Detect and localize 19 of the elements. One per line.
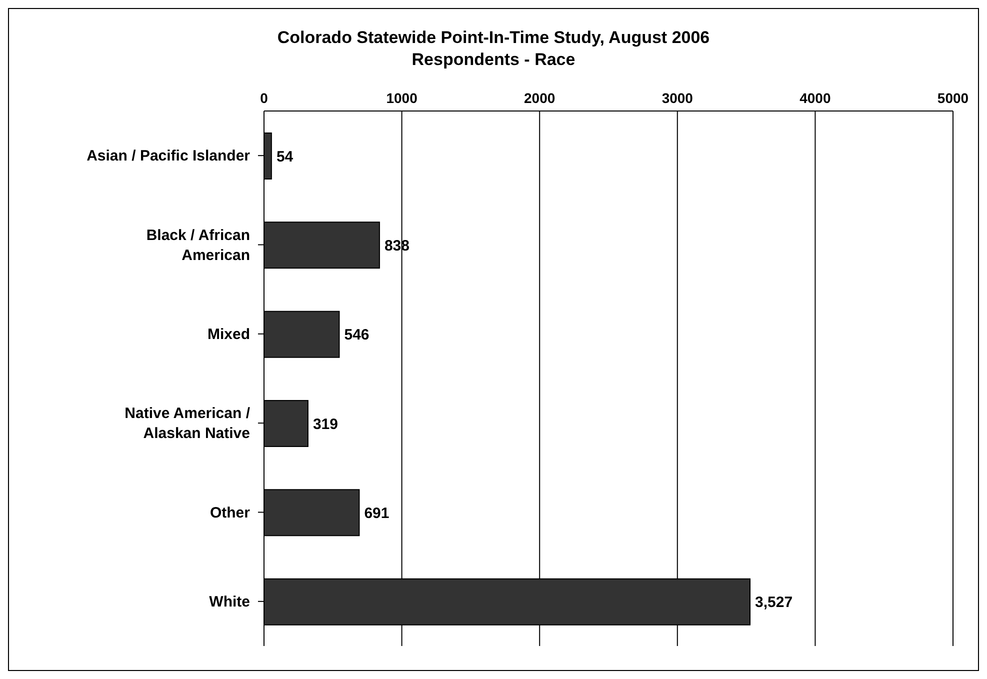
data-label: 3,527 [755,594,793,612]
data-label: 319 [312,416,338,433]
x-tick-label: 3000 [662,90,694,106]
chart-subtitle: Respondents - Race [410,49,576,71]
y-tick-label: Black / African American [146,226,250,264]
x-tick-label: 5000 [937,90,969,106]
y-tick-label: White [209,592,250,610]
y-tick-label: Native American / Alaskan Native [124,404,251,442]
x-tick-label: 2000 [524,90,556,106]
data-label: 691 [364,504,390,522]
x-tick-label: 0 [260,90,268,106]
data-label: 546 [344,326,370,344]
x-tick-label: 1000 [386,90,418,106]
y-tick-label: Asian / Pacific Islander [86,147,250,164]
y-tick-label: Other [210,504,250,521]
x-tick-label: 4000 [800,90,831,106]
y-tick-label: Mixed [207,325,250,342]
data-label: 54 [276,148,294,166]
chart-title: Colorado Statewide Point-In-Time Study, August 2006 [276,27,711,49]
